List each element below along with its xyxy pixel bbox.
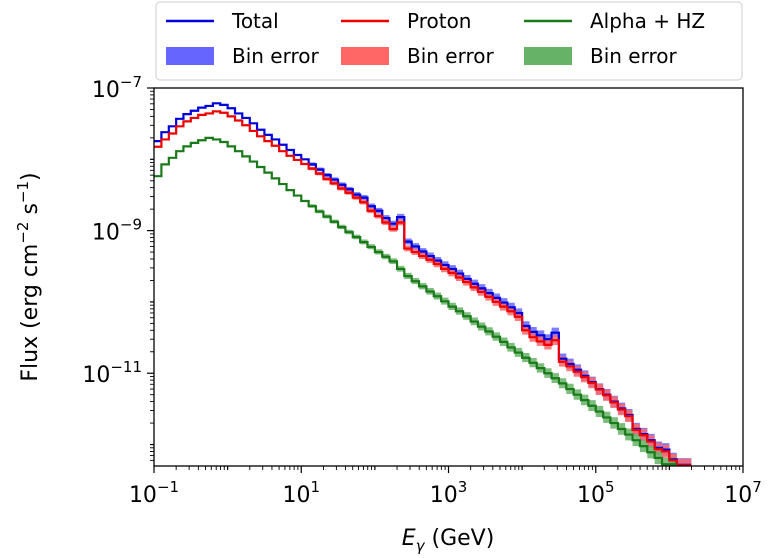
legend-label-5: Bin error: [590, 44, 678, 68]
y-tick-label: 10−9: [92, 216, 142, 246]
y-axis-label-suffix: ): [18, 172, 43, 181]
legend-marker-5: [524, 47, 572, 65]
y-tick-label-exponent: −11: [110, 358, 142, 376]
y-tick-label-exponent: −9: [120, 216, 142, 234]
legend: Total Proton Alpha + HZ Bin error Bin error B…: [155, 1, 743, 81]
y-axis-label-exponent-1: −2: [14, 222, 32, 244]
x-tick-label-exponent: 7: [752, 478, 762, 496]
y-axis-label-prefix: Flux (erg cm: [18, 244, 43, 382]
legend-marker-4: [341, 47, 389, 65]
y-axis-label-mid: s: [18, 203, 43, 221]
x-axis-label-symbol: E: [402, 526, 416, 551]
axis-ticks: [147, 87, 744, 473]
legend-label-1: Proton: [407, 9, 471, 33]
series-line-1: [154, 110, 692, 466]
y-tick-label-base: 10: [82, 363, 110, 388]
x-tick-label-exponent: 1: [310, 478, 320, 496]
x-axis-label-subscript: γ: [416, 537, 426, 555]
legend-marker-3: [166, 47, 214, 65]
x-tick-label-exponent: 3: [458, 478, 468, 496]
y-tick-label: 10−11: [82, 358, 142, 388]
legend-label-3: Bin error: [232, 44, 320, 68]
legend-label-0: Total: [231, 9, 279, 33]
x-tick-label-exponent: −1: [157, 478, 179, 496]
x-tick-label: 103: [430, 478, 468, 508]
y-axis-label: Flux (erg cm−2 s−1): [14, 172, 43, 381]
series-line-2: [154, 136, 677, 466]
x-tick-label-exponent: 5: [605, 478, 615, 496]
y-tick-label-exponent: −7: [120, 73, 142, 91]
legend-label-4: Bin error: [407, 44, 495, 68]
y-tick-label-base: 10: [92, 78, 120, 103]
x-axis-label: Eγ (GeV): [402, 526, 495, 555]
y-tick-label: 10−7: [92, 73, 142, 103]
x-tick-label: 101: [282, 478, 320, 508]
legend-label-2: Alpha + HZ: [590, 9, 705, 33]
x-tick-label-base: 10: [129, 483, 157, 508]
x-axis-label-unit: (GeV): [425, 526, 495, 551]
x-tick-label: 10−1: [129, 478, 179, 508]
x-tick-label-base: 10: [577, 483, 605, 508]
x-tick-label: 107: [724, 478, 762, 508]
x-tick-label-base: 10: [430, 483, 458, 508]
y-tick-label-base: 10: [92, 221, 120, 246]
series-lines: [154, 102, 692, 466]
legend-box: [155, 1, 743, 81]
x-tick-label: 105: [577, 478, 615, 508]
x-tick-label-base: 10: [724, 483, 752, 508]
x-tick-label-base: 10: [282, 483, 310, 508]
y-axis-label-exponent-2: −1: [14, 181, 32, 203]
